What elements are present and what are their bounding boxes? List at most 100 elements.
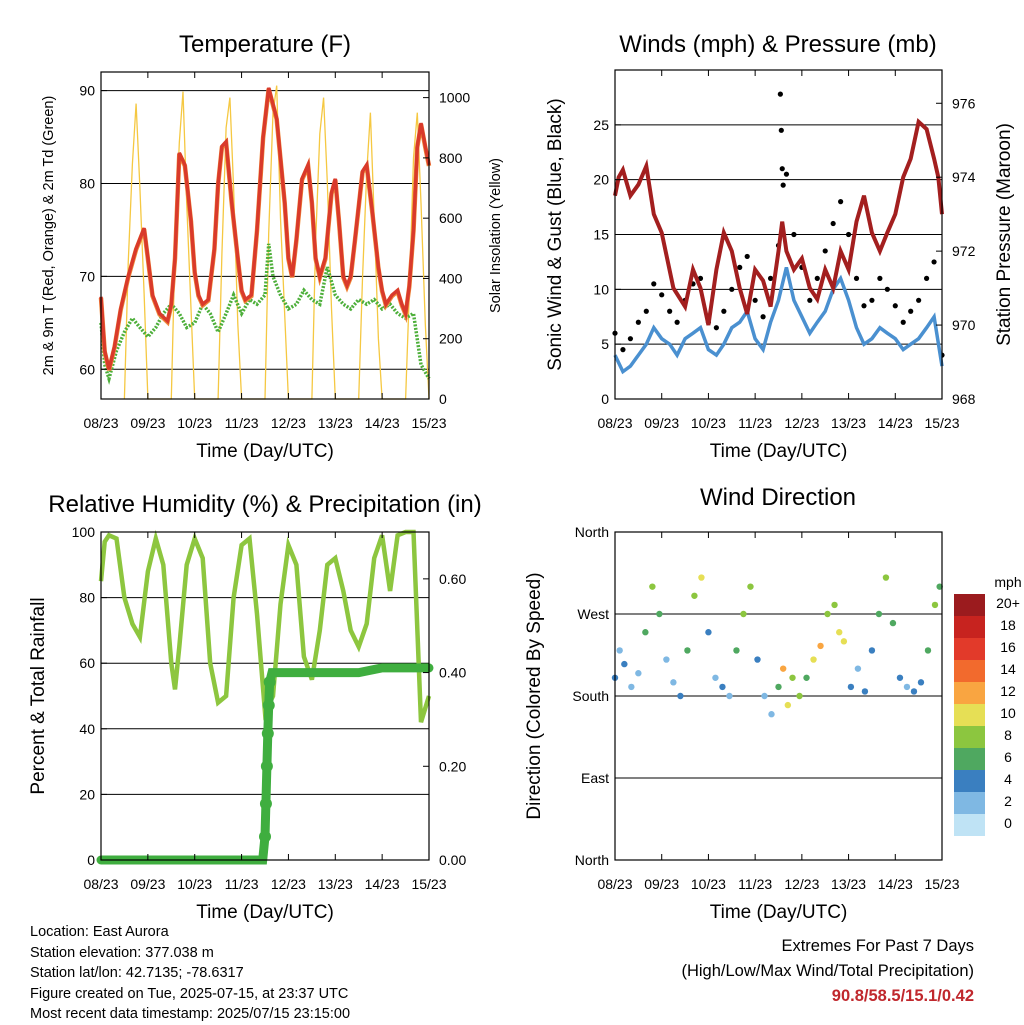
x-tick-label: 15/23 bbox=[924, 415, 959, 431]
y2-tick-label: 970 bbox=[952, 317, 976, 333]
gust-point bbox=[838, 199, 844, 205]
precipitation-point bbox=[259, 830, 271, 843]
colorbar-label: 8 bbox=[1004, 727, 1012, 743]
gust-point bbox=[737, 264, 743, 270]
y-tick-label: 100 bbox=[72, 524, 96, 540]
y2-tick-label: 800 bbox=[439, 150, 463, 166]
direction-point bbox=[817, 642, 824, 650]
extremes-box: Extremes For Past 7 Days (High/Low/Max W… bbox=[681, 934, 974, 1009]
gust-point bbox=[667, 308, 673, 314]
direction-point bbox=[796, 692, 803, 700]
direction-point bbox=[889, 619, 897, 627]
gust-point bbox=[830, 220, 836, 227]
gust-point bbox=[783, 171, 790, 177]
direction-point bbox=[635, 670, 642, 677]
direction-point bbox=[903, 683, 911, 691]
y-tick-label: North bbox=[575, 524, 609, 540]
x-tick-label: 14/23 bbox=[878, 876, 913, 892]
gust-point bbox=[752, 297, 758, 303]
precipitation-point bbox=[263, 675, 276, 688]
y-tick-label: 15 bbox=[593, 227, 609, 243]
y2-tick-label: 200 bbox=[439, 331, 463, 347]
direction-point bbox=[712, 674, 719, 681]
y-tick-label: 5 bbox=[601, 336, 609, 352]
y-tick-label: 20 bbox=[593, 172, 609, 188]
y2-tick-label: 0.60 bbox=[439, 571, 466, 587]
colorbar-title: mph bbox=[994, 574, 1021, 590]
y-tick-label: 0 bbox=[87, 852, 95, 868]
colorbar-label: 6 bbox=[1004, 749, 1012, 765]
gust-point bbox=[780, 182, 786, 188]
colorbar-swatch bbox=[954, 704, 985, 726]
precipitation-point bbox=[261, 727, 274, 740]
station-info: Location: East Aurora Station elevation:… bbox=[30, 922, 350, 1025]
direction-point bbox=[726, 692, 733, 700]
x-tick-label: 09/23 bbox=[130, 876, 165, 892]
direction-point bbox=[789, 674, 796, 681]
colorbar-swatch bbox=[954, 660, 985, 682]
y-tick-label: 20 bbox=[79, 786, 95, 802]
x-tick-label: 08/23 bbox=[597, 876, 632, 892]
gust-point bbox=[635, 319, 641, 325]
gust-point bbox=[900, 319, 906, 325]
x-tick-label: 09/23 bbox=[644, 415, 679, 431]
direction-point bbox=[691, 592, 698, 599]
gust-point bbox=[627, 336, 634, 342]
gust-point bbox=[845, 231, 852, 238]
colorbar-label: 14 bbox=[1000, 661, 1016, 677]
y-tick-label: 90 bbox=[79, 83, 95, 99]
y2-tick-label: 974 bbox=[952, 169, 976, 185]
plot-frame bbox=[100, 71, 430, 400]
direction-point bbox=[775, 683, 782, 691]
latest-timestamp: Most recent data timestamp: 2025/07/15 2… bbox=[30, 1006, 351, 1022]
chart-title: Winds (mph) & Pressure (mb) bbox=[619, 31, 936, 58]
temperature-2m-line bbox=[99, 87, 431, 370]
gust-point bbox=[791, 231, 797, 238]
gust-point bbox=[822, 248, 828, 254]
y2-tick-label: 0 bbox=[439, 391, 447, 407]
x-tick-label: 15/23 bbox=[411, 415, 446, 431]
station-elevation: Station elevation: 377.038 m bbox=[30, 944, 214, 961]
direction-point bbox=[896, 674, 904, 681]
x-tick-label: 09/23 bbox=[644, 876, 679, 892]
direction-point bbox=[803, 674, 810, 681]
direction-point bbox=[917, 679, 925, 686]
gust-point bbox=[713, 325, 719, 331]
direction-point bbox=[733, 647, 740, 654]
direction-point bbox=[861, 688, 869, 695]
direction-point bbox=[642, 629, 649, 636]
y2-tick-label: 0.20 bbox=[439, 758, 466, 774]
chart-panel-2: Winds (mph) & Pressure (mb) 08/23 09/23 10/… bbox=[545, 31, 1015, 462]
x-tick-label: 12/23 bbox=[784, 415, 819, 431]
colorbar-swatch bbox=[954, 682, 985, 704]
gust-point bbox=[643, 308, 649, 314]
y-tick-label: 80 bbox=[79, 590, 95, 606]
y-tick-label: 70 bbox=[79, 268, 95, 284]
x-axis-label: Time (Day/UTC) bbox=[196, 441, 334, 462]
gust-point bbox=[892, 303, 898, 309]
y2-tick-label: 0.00 bbox=[439, 852, 466, 868]
y-axis-label: 2m & 9m T (Red, Orange) & 2m Td (Green) bbox=[41, 96, 57, 376]
gust-point bbox=[884, 286, 890, 292]
gust-point bbox=[908, 308, 914, 314]
x-tick-label: 11/23 bbox=[738, 876, 772, 892]
y-tick-label: 10 bbox=[593, 281, 609, 297]
colorbar-label: 16 bbox=[1000, 639, 1016, 655]
y-tick-label: 60 bbox=[79, 655, 95, 671]
y2-tick-label: 0.40 bbox=[439, 665, 466, 681]
y-tick-label: 80 bbox=[79, 175, 95, 191]
x-tick-label: 15/23 bbox=[411, 876, 446, 892]
y-axis-label: Percent & Total Rainfall bbox=[28, 597, 49, 794]
chart-panel-1: Temperature (F) 08/23 09/23 10/23 11/23 12/23… bbox=[41, 31, 504, 462]
x-axis-label: Time (Day/UTC) bbox=[710, 902, 848, 923]
direction-point bbox=[936, 583, 943, 590]
chart-title: Temperature (F) bbox=[179, 31, 351, 58]
y2-axis-label: Station Pressure (Maroon) bbox=[994, 123, 1015, 346]
y-tick-label: West bbox=[577, 606, 609, 622]
x-tick-label: 11/23 bbox=[225, 876, 259, 892]
direction-point bbox=[698, 574, 705, 581]
x-axis-label: Time (Day/UTC) bbox=[710, 441, 848, 462]
x-tick-label: 14/23 bbox=[878, 415, 913, 431]
colorbar-label: 10 bbox=[1000, 705, 1016, 721]
gust-point bbox=[853, 275, 860, 281]
